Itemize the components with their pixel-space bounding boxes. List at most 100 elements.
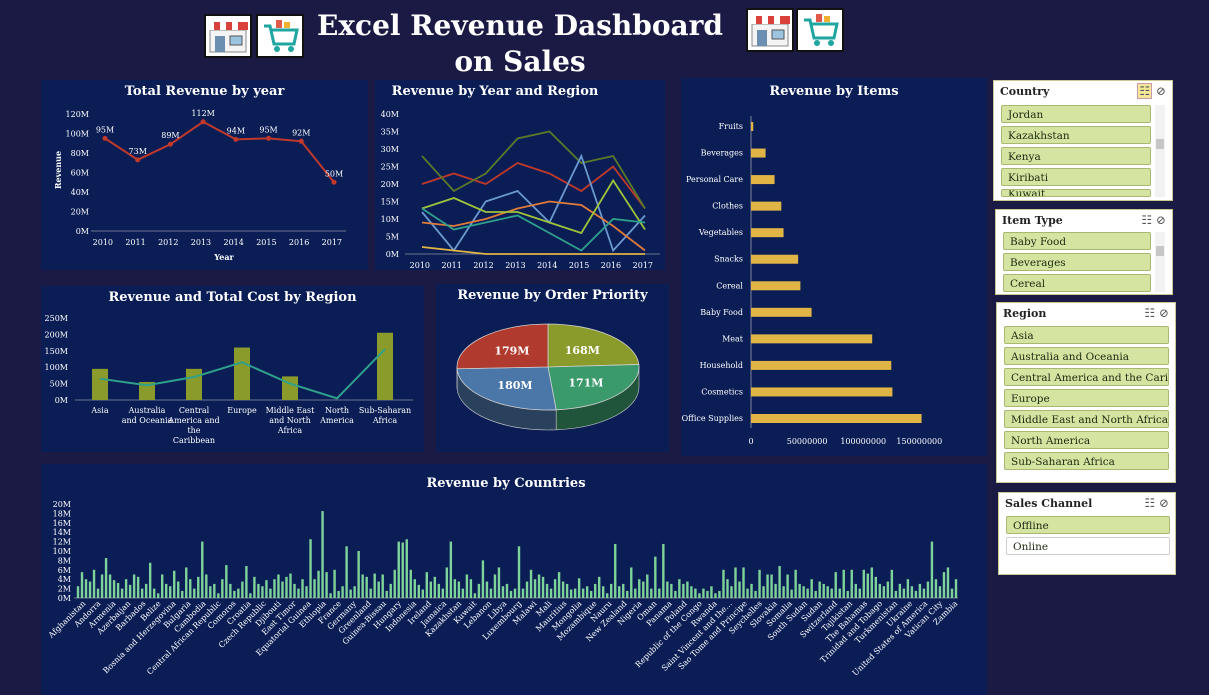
slicer-item[interactable]: Australia and Oceania (1004, 347, 1169, 365)
bar (561, 581, 565, 598)
bar (237, 588, 240, 598)
y-tick-label: 50M (50, 380, 68, 389)
clear-filter-icon[interactable]: ⊘ (1158, 496, 1169, 510)
bar (265, 580, 268, 598)
y-tick-label: Baby Food (700, 308, 743, 317)
bar (234, 347, 250, 400)
bar (537, 574, 541, 598)
slicer-item[interactable]: North America (1004, 431, 1169, 449)
slicer-item[interactable]: Sub-Saharan Africa (1004, 452, 1169, 470)
bar (341, 586, 344, 598)
slicer-item[interactable]: Baby Food (1003, 232, 1151, 250)
clear-filter-icon[interactable]: ⊘ (1158, 306, 1169, 320)
bar (144, 583, 148, 598)
bar (529, 569, 533, 598)
multi-select-icon[interactable]: ☷ (1141, 213, 1153, 227)
bar (401, 542, 404, 598)
bar (934, 579, 938, 598)
sales-channel-slicer[interactable]: Sales Channel ☷ ⊘ Offline Online (998, 492, 1176, 575)
scrollbar[interactable] (1155, 232, 1165, 292)
chart-title: Revenue and Total Cost by Region (108, 290, 357, 305)
bar (710, 586, 713, 598)
bar (634, 588, 637, 598)
bar (834, 572, 837, 598)
bar (92, 569, 96, 598)
bar (84, 579, 88, 598)
slicer-item[interactable]: Offline (1006, 516, 1170, 534)
shop-icon (204, 14, 252, 58)
bar (148, 562, 152, 598)
bar (751, 281, 801, 291)
bar (882, 586, 886, 598)
y-tick-label: 20M (381, 180, 399, 189)
y-tick-label: 0M (386, 250, 399, 259)
x-tick-label: Australia and Oceania (122, 406, 173, 425)
bar (718, 590, 721, 598)
slicer-item[interactable]: Middle East and North Africa (1004, 410, 1169, 428)
bar (281, 581, 284, 598)
slicer-item[interactable]: Kazakhstan (1001, 126, 1151, 144)
bar (694, 588, 697, 598)
bar (758, 569, 761, 598)
bar (405, 539, 408, 598)
year-region-chart: Revenue by Year and Region 0M 5M 10M 15M 20M… (375, 80, 665, 270)
bar (421, 589, 424, 598)
x-tick-label: 2017 (633, 261, 653, 270)
data-label: 168M (565, 344, 600, 357)
y-tick-label: 60M (71, 169, 89, 178)
region-cost-chart: Revenue and Total Cost by Region 0M 50M 10… (41, 286, 424, 452)
multi-select-icon[interactable]: ☷ (1137, 83, 1153, 99)
bar (806, 588, 809, 598)
x-tick-label: 2011 (125, 238, 145, 247)
slicer-item[interactable]: Cereal (1003, 274, 1151, 292)
slicer-item[interactable]: Jordan (1001, 105, 1151, 123)
bar (878, 583, 882, 598)
bar (104, 558, 108, 598)
data-label: 92M (292, 128, 310, 137)
item-type-slicer[interactable]: Item Type ☷ ⊘ Baby Food Beverages Cereal (995, 209, 1173, 295)
bar (345, 546, 348, 598)
bar (814, 590, 817, 598)
x-tick-label: 100000000 (840, 437, 886, 446)
slicer-item[interactable]: Asia (1004, 326, 1169, 344)
clear-filter-icon[interactable]: ⊘ (1155, 84, 1166, 98)
region-slicer[interactable]: Region ☷ ⊘ Asia Australia and Oceania Ce… (996, 302, 1176, 483)
bar (493, 574, 497, 598)
data-point (200, 119, 206, 125)
data-label: 171M (568, 376, 603, 389)
bar (465, 574, 469, 598)
multi-select-icon[interactable]: ☷ (1144, 306, 1156, 320)
slicer-item[interactable]: Kenya (1001, 147, 1151, 165)
bar (742, 567, 745, 598)
bar (289, 573, 292, 598)
multi-select-icon[interactable]: ☷ (1144, 496, 1156, 510)
bar (293, 583, 296, 598)
slicer-item[interactable]: Online (1006, 537, 1170, 555)
shop-icon (746, 8, 794, 52)
bar (373, 573, 376, 598)
bar (193, 588, 196, 598)
slicer-item[interactable]: Europe (1004, 389, 1169, 407)
slicer-item[interactable]: Central America and the Caribbe... (1004, 368, 1169, 386)
clear-filter-icon[interactable]: ⊘ (1155, 213, 1166, 227)
bar (778, 566, 781, 598)
bar (417, 584, 420, 598)
scrollbar[interactable] (1155, 105, 1165, 197)
y-tick-label: 30M (381, 145, 399, 154)
slicer-title: Region (1003, 307, 1047, 320)
bar (606, 593, 609, 598)
bar (445, 567, 449, 598)
y-tick-label: 10M (381, 215, 399, 224)
y-tick-label: 20M (53, 500, 71, 509)
y-tick-label: 250M (45, 314, 68, 323)
bar (686, 581, 689, 598)
bar (277, 574, 280, 598)
bar (221, 579, 224, 598)
bar (433, 576, 437, 598)
bar (177, 581, 180, 598)
slicer-item[interactable]: Kuwait (1001, 189, 1151, 197)
slicer-item[interactable]: Beverages (1003, 253, 1151, 271)
slicer-item[interactable]: Kiribati (1001, 168, 1151, 186)
bar (217, 593, 220, 598)
country-slicer[interactable]: Country ☷ ⊘ Jordan Kazakhstan Kenya Kiri… (993, 80, 1173, 201)
